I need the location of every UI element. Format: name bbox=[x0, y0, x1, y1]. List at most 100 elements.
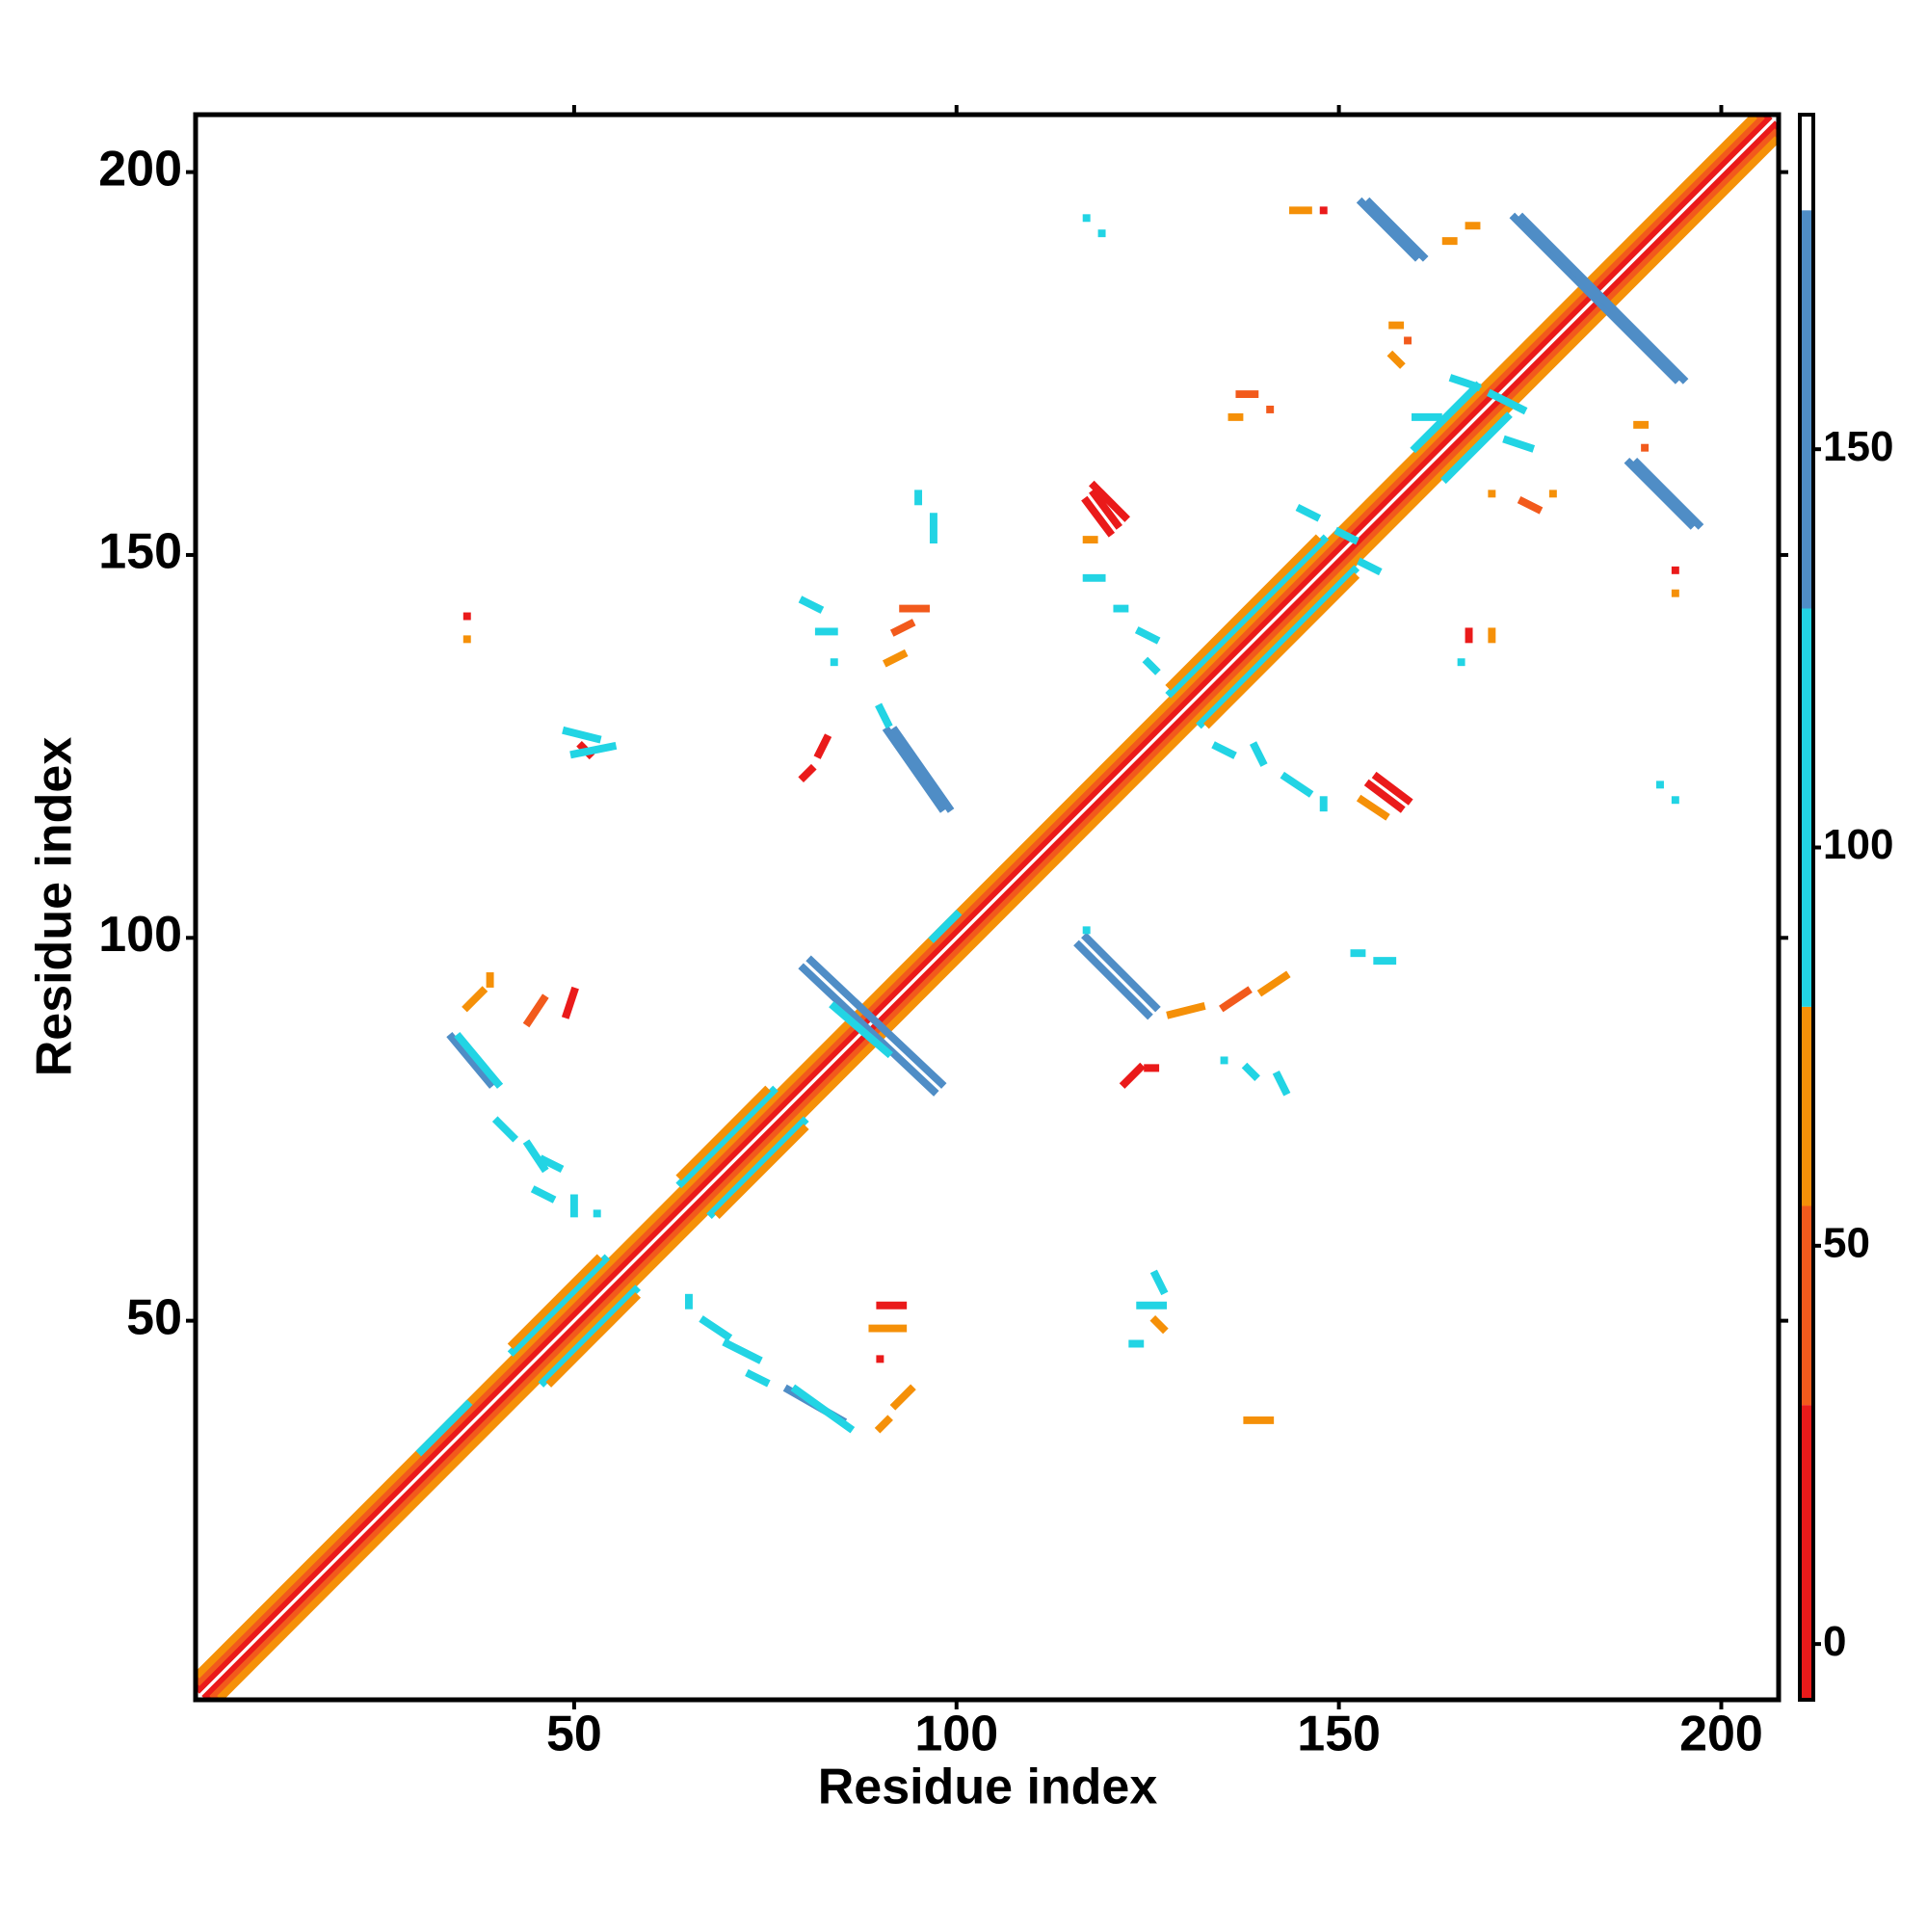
contact-segment bbox=[1502, 435, 1536, 453]
contact-segment bbox=[1295, 503, 1322, 522]
colorbar-band bbox=[1800, 210, 1813, 609]
x-tick-label: 150 bbox=[1297, 1707, 1381, 1762]
contact-segment bbox=[928, 909, 963, 943]
contact-segment bbox=[714, 1124, 809, 1219]
contact-segment bbox=[798, 763, 817, 783]
contact-segment bbox=[1256, 970, 1291, 997]
colorbar-tick-label: 100 bbox=[1823, 821, 1893, 868]
contact-segment bbox=[1089, 488, 1122, 530]
y-axis-title: Residue index bbox=[27, 737, 83, 1077]
contact-segment bbox=[507, 1254, 603, 1350]
colorbar-tick-label: 150 bbox=[1823, 423, 1893, 470]
colorbar-frame bbox=[1798, 113, 1815, 1702]
contact-segment bbox=[1203, 572, 1360, 729]
y-tick-label: 150 bbox=[98, 524, 182, 580]
contact-segment bbox=[1134, 626, 1161, 645]
contact-segment bbox=[538, 1284, 642, 1388]
contact-segment bbox=[1081, 932, 1161, 1013]
contact-segment bbox=[1487, 388, 1528, 415]
contact-segment bbox=[446, 1032, 496, 1089]
contact-segment bbox=[1241, 1062, 1260, 1081]
contact-segment bbox=[722, 1338, 763, 1364]
contact-segment bbox=[1356, 197, 1421, 262]
contact-segment bbox=[882, 648, 909, 668]
contact-segment bbox=[745, 1368, 771, 1388]
contact-segment bbox=[790, 1384, 856, 1434]
contact-segment bbox=[201, 120, 1781, 1702]
contact-segment bbox=[1356, 794, 1390, 821]
contact-segment bbox=[1509, 212, 1681, 384]
contact-segment bbox=[1623, 457, 1697, 530]
contact-segment bbox=[1165, 534, 1322, 691]
contact-segment bbox=[1089, 480, 1130, 522]
y-tick-label: 200 bbox=[98, 141, 182, 197]
contact-segment bbox=[194, 113, 1773, 1694]
contact-segment bbox=[569, 741, 618, 759]
contact-segment bbox=[1249, 741, 1268, 767]
contact-segment bbox=[1517, 212, 1689, 384]
contact-segment bbox=[1219, 986, 1253, 1013]
contact-segment bbox=[798, 963, 939, 1097]
x-tick-label: 200 bbox=[1679, 1707, 1763, 1762]
contact-segment bbox=[1410, 381, 1483, 454]
colorbar-band bbox=[1800, 1405, 1813, 1700]
contact-segment bbox=[415, 1399, 473, 1457]
contact-segment bbox=[1149, 1269, 1169, 1296]
contact-segment bbox=[813, 733, 832, 759]
colorbar: 0 50 100 150 bbox=[1798, 113, 1893, 1702]
cells bbox=[194, 113, 1781, 1702]
contact-segment bbox=[1142, 656, 1161, 675]
contact-segment bbox=[1166, 1001, 1206, 1019]
contact-segment bbox=[1363, 779, 1406, 813]
contact-segment bbox=[217, 136, 1781, 1702]
y-tick-label: 100 bbox=[98, 907, 182, 963]
contact-segment bbox=[507, 1254, 611, 1358]
contact-segment bbox=[522, 993, 549, 1028]
contact-segment bbox=[798, 595, 825, 614]
contact-segment bbox=[561, 986, 579, 1019]
x-tick-label: 50 bbox=[546, 1707, 602, 1762]
contact-segment bbox=[1386, 350, 1406, 369]
contact-segment bbox=[194, 113, 1765, 1686]
contact-segment bbox=[209, 128, 1781, 1702]
contact-segment bbox=[1363, 197, 1429, 262]
contact-segment bbox=[1371, 771, 1413, 806]
contact-segment bbox=[530, 1185, 557, 1204]
contact-segment bbox=[1357, 557, 1383, 576]
contact-segment bbox=[454, 1032, 504, 1089]
contact-segment bbox=[675, 1085, 779, 1189]
contact-segment bbox=[462, 986, 488, 1013]
x-tick-label: 100 bbox=[914, 1707, 998, 1762]
contact-segment bbox=[675, 1085, 771, 1181]
contact-segment bbox=[1272, 1071, 1291, 1097]
x-axis-title: Residue index bbox=[818, 1760, 1158, 1815]
contact-segment bbox=[882, 726, 947, 813]
contact-segment bbox=[699, 1315, 733, 1342]
contact-segment bbox=[889, 619, 916, 637]
colorbar-tick-label: 0 bbox=[1823, 1618, 1846, 1665]
contact-segment bbox=[1165, 534, 1330, 699]
contact-segment bbox=[522, 1139, 549, 1174]
contact-segment bbox=[1149, 1315, 1169, 1335]
contact-segment bbox=[1119, 1062, 1146, 1089]
contact-segment bbox=[1211, 741, 1237, 759]
contact-segment bbox=[889, 726, 955, 813]
colorbar-band bbox=[1800, 608, 1813, 1007]
contact-segment bbox=[889, 1384, 916, 1411]
contact-segment bbox=[491, 1116, 519, 1143]
colorbar-band bbox=[1800, 1205, 1813, 1406]
contact-segment bbox=[875, 702, 893, 729]
contact-segment bbox=[1517, 495, 1544, 515]
colorbar-tick-label: 50 bbox=[1823, 1219, 1870, 1266]
contact-segment bbox=[1631, 457, 1704, 530]
contact-segment bbox=[1448, 374, 1482, 392]
contact-segment bbox=[545, 1292, 642, 1388]
contact-segment bbox=[562, 726, 602, 744]
contact-segment bbox=[1081, 495, 1116, 538]
y-tick-label: 50 bbox=[126, 1289, 182, 1345]
contact-segment bbox=[874, 1415, 893, 1434]
contact-segment bbox=[706, 1116, 809, 1219]
contact-segment bbox=[1440, 411, 1513, 485]
